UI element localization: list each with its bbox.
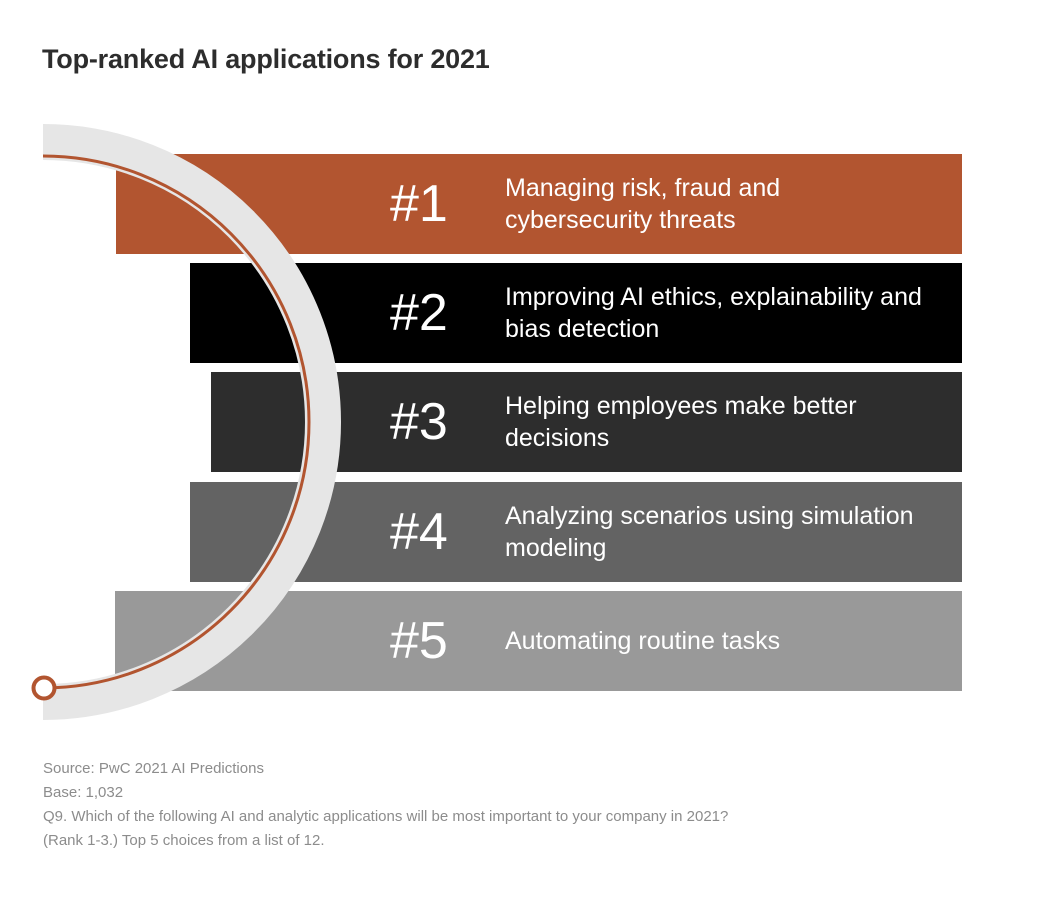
accent-endpoint-circle xyxy=(31,675,57,701)
rank-number-1: #1 xyxy=(390,175,448,233)
ring-arc xyxy=(42,124,341,720)
source-note: Source: PwC 2021 AI Predictions xyxy=(43,760,264,777)
rank-number-2: #2 xyxy=(390,284,448,342)
rank-number-3: #3 xyxy=(390,393,448,451)
footer-notes: Source: PwC 2021 AI Predictions Base: 1,… xyxy=(43,757,728,853)
accent-arc xyxy=(42,154,311,690)
chart-title: Top-ranked AI applications for 2021 xyxy=(42,44,490,74)
rank-bar-1: #1 Managing risk, fraud and cybersecurit… xyxy=(116,154,962,254)
rank-label-3: Helping employees make better decisions xyxy=(505,392,857,452)
rank-number-5: #5 xyxy=(390,612,448,670)
rank-label-1: Managing risk, fraud and cybersecurity t… xyxy=(505,174,781,234)
question-note: Q9. Which of the following AI and analyt… xyxy=(43,808,729,825)
rank-label-4: Analyzing scenarios using simulation mod… xyxy=(505,502,914,562)
rank-label-2: Improving AI ethics, explainability and … xyxy=(505,283,922,343)
rank-label-5: Automating routine tasks xyxy=(505,627,781,655)
rank-number-4: #4 xyxy=(390,503,448,561)
question-note-continued: (Rank 1-3.) Top 5 choices from a list of… xyxy=(43,832,325,849)
base-note: Base: 1,032 xyxy=(43,784,124,801)
